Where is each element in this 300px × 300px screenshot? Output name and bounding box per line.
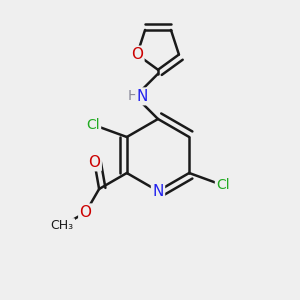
Text: O: O: [131, 47, 143, 62]
Text: H: H: [127, 89, 138, 103]
Text: Cl: Cl: [216, 178, 230, 192]
Text: N: N: [152, 184, 164, 199]
Text: Cl: Cl: [86, 118, 100, 132]
Text: O: O: [80, 205, 92, 220]
Text: O: O: [88, 155, 101, 170]
Text: CH₃: CH₃: [51, 219, 74, 232]
Text: N: N: [137, 89, 148, 104]
